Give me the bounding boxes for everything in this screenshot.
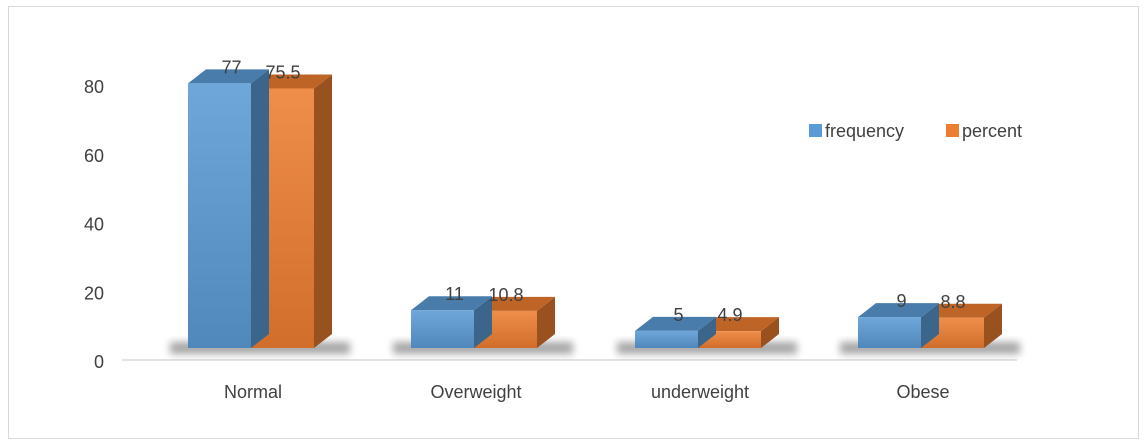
legend-label: frequency bbox=[825, 121, 904, 141]
data-label-frequency: 77 bbox=[221, 57, 241, 77]
bar-frequency-overweight bbox=[411, 296, 492, 348]
legend-swatch bbox=[946, 124, 959, 137]
bar-frequency-obese bbox=[858, 303, 939, 348]
legend-item-frequency: frequency bbox=[809, 121, 904, 141]
y-tick-label: 20 bbox=[84, 283, 104, 303]
legend-label: percent bbox=[962, 121, 1022, 141]
category-label: underweight bbox=[651, 382, 749, 402]
y-tick-label: 80 bbox=[84, 77, 104, 97]
bar-frequency-underweight bbox=[635, 316, 716, 348]
data-label-frequency: 9 bbox=[896, 291, 906, 311]
data-label-percent: 4.9 bbox=[717, 305, 742, 325]
legend-swatch bbox=[809, 124, 822, 137]
data-label-percent: 8.8 bbox=[940, 292, 965, 312]
category-label: Normal bbox=[224, 382, 282, 402]
category-label: Overweight bbox=[430, 382, 521, 402]
bar-percent-underweight bbox=[698, 317, 779, 348]
data-label-percent: 10.8 bbox=[488, 285, 523, 305]
legend-item-percent: percent bbox=[946, 121, 1022, 141]
bar-frequency-normal bbox=[188, 69, 269, 348]
data-label-percent: 75.5 bbox=[265, 62, 300, 82]
y-tick-label: 60 bbox=[84, 146, 104, 166]
y-tick-label: 0 bbox=[94, 352, 104, 372]
data-label-frequency: 11 bbox=[445, 284, 464, 304]
category-label: Obese bbox=[896, 382, 949, 402]
y-tick-label: 40 bbox=[84, 215, 104, 235]
data-label-frequency: 5 bbox=[673, 305, 683, 325]
